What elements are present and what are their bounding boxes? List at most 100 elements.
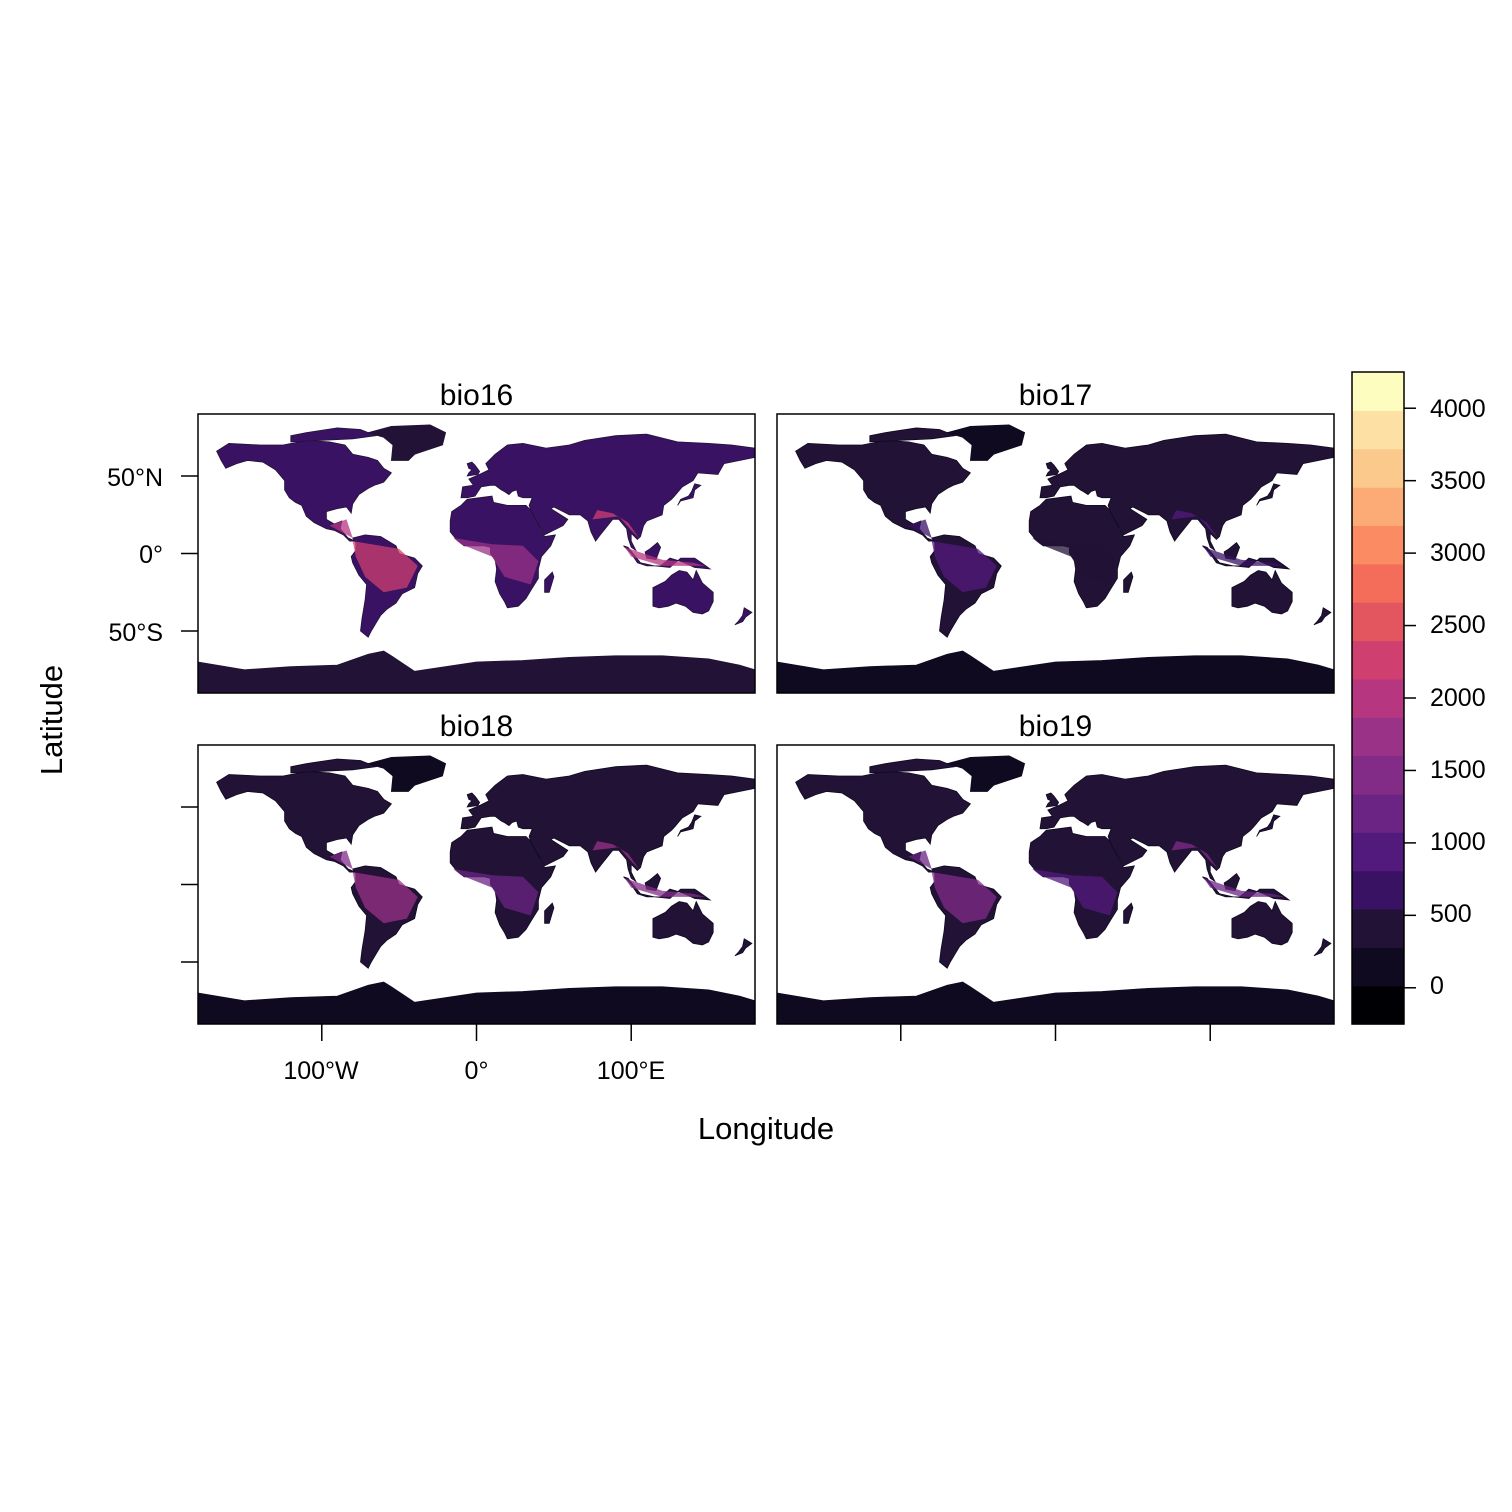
land-north-america <box>216 439 393 542</box>
land-madagascar <box>544 902 555 924</box>
panel-title: bio16 <box>440 379 513 412</box>
x-tick-label: 100°W <box>283 1057 359 1085</box>
land-japan <box>677 483 702 506</box>
panel-title: bio17 <box>1019 379 1092 412</box>
land-uk <box>466 461 481 477</box>
wet-region <box>329 850 353 869</box>
land-greenland <box>366 424 447 461</box>
colorbar-segment <box>1352 602 1404 642</box>
land-japan <box>1256 814 1281 837</box>
wet-region <box>352 541 418 593</box>
wet-region <box>1204 547 1285 566</box>
wet-region <box>1032 538 1118 585</box>
land-madagascar <box>544 571 555 593</box>
x-tick-label: 100°E <box>597 1057 665 1085</box>
land-arctic-islands <box>869 427 957 443</box>
y-tick-label: 50°N <box>107 464 163 492</box>
land-north-america <box>795 770 972 873</box>
land-eurasia <box>460 433 755 552</box>
panel-bio16: bio16 <box>197 379 756 694</box>
land-greenland <box>366 755 447 792</box>
colorbar-segment <box>1352 410 1404 450</box>
wet-region <box>908 519 932 538</box>
land-eurasia <box>1039 433 1334 552</box>
wet-region <box>592 841 639 869</box>
wet-region <box>908 850 932 869</box>
land-antarctica <box>777 981 1334 1024</box>
land-arctic-islands <box>290 758 378 774</box>
colorbar-tick-label: 4000 <box>1430 395 1486 423</box>
colorbar-segment <box>1352 640 1404 680</box>
colorbar-segment <box>1352 870 1404 910</box>
land-uk <box>1045 461 1060 477</box>
wet-region <box>352 872 418 924</box>
x-axis: 100°W 0° 100°E <box>283 1024 1211 1085</box>
land-australia <box>652 900 714 946</box>
land-madagascar <box>1123 571 1134 593</box>
land-madagascar <box>1123 902 1134 924</box>
panel-bio18: bio18 <box>197 710 756 1025</box>
panel-frame <box>776 413 1335 694</box>
colorbar-tick-label: 3000 <box>1430 539 1486 567</box>
land-eurasia <box>1039 764 1334 883</box>
panel-bio19: bio19 <box>776 710 1335 1025</box>
land-australia <box>1231 900 1293 946</box>
land-greenland <box>945 755 1026 792</box>
land-arctic-islands <box>869 758 957 774</box>
land-japan <box>677 814 702 837</box>
y-tick-label: 50°S <box>109 619 163 647</box>
colorbar-segment <box>1352 985 1404 1025</box>
y-tick-label: 0° <box>139 541 163 569</box>
colorbar-tick-label: 500 <box>1430 900 1472 928</box>
wet-region <box>1204 878 1285 897</box>
colorbar-segment <box>1352 448 1404 488</box>
land-new-zealand <box>1313 607 1332 626</box>
wet-region <box>1171 841 1218 869</box>
colorbar-tick-label: 2000 <box>1430 684 1486 712</box>
land-new-zealand <box>734 607 753 626</box>
colorbar-segment <box>1352 717 1404 757</box>
land-australia <box>652 569 714 615</box>
wet-region <box>931 872 997 924</box>
map-raster <box>198 424 755 693</box>
land-australia <box>1231 569 1293 615</box>
colorbar <box>1351 371 1416 1025</box>
panel-title: bio19 <box>1019 710 1092 743</box>
wet-region <box>1032 869 1118 916</box>
land-antarctica <box>777 650 1334 693</box>
land-uk <box>1045 792 1060 808</box>
land-greenland <box>945 424 1026 461</box>
land-antarctica <box>198 981 755 1024</box>
colorbar-segment <box>1352 947 1404 987</box>
wet-region <box>625 547 706 566</box>
colorbar-segment <box>1352 908 1404 948</box>
panel-title: bio18 <box>440 710 513 743</box>
x-axis-title: Longitude <box>698 1111 834 1146</box>
panel-bio17: bio17 <box>776 379 1335 694</box>
land-north-america <box>216 770 393 873</box>
land-eurasia <box>460 764 755 883</box>
colorbar-tick-label: 1500 <box>1430 756 1486 784</box>
colorbar-segment <box>1352 832 1404 872</box>
land-north-america <box>795 439 972 542</box>
colorbar-segment <box>1352 793 1404 833</box>
colorbar-tick-label: 0 <box>1430 972 1444 1000</box>
colorbar-tick-label: 1000 <box>1430 828 1486 856</box>
land-japan <box>1256 483 1281 506</box>
colorbar-segment <box>1352 678 1404 718</box>
map-raster <box>198 755 755 1024</box>
colorbar-segment <box>1352 487 1404 527</box>
land-uk <box>466 792 481 808</box>
colorbar-tick-label: 3500 <box>1430 467 1486 495</box>
colorbar-tick-label: 2500 <box>1430 611 1486 639</box>
land-new-zealand <box>1313 938 1332 957</box>
map-raster <box>777 424 1334 693</box>
wet-region <box>625 878 706 897</box>
colorbar-segment <box>1352 563 1404 603</box>
wet-region <box>1171 510 1218 538</box>
land-antarctica <box>198 650 755 693</box>
colorbar-segment <box>1352 755 1404 795</box>
map-raster <box>777 755 1334 1024</box>
y-axis-title: Latitude <box>34 665 69 775</box>
